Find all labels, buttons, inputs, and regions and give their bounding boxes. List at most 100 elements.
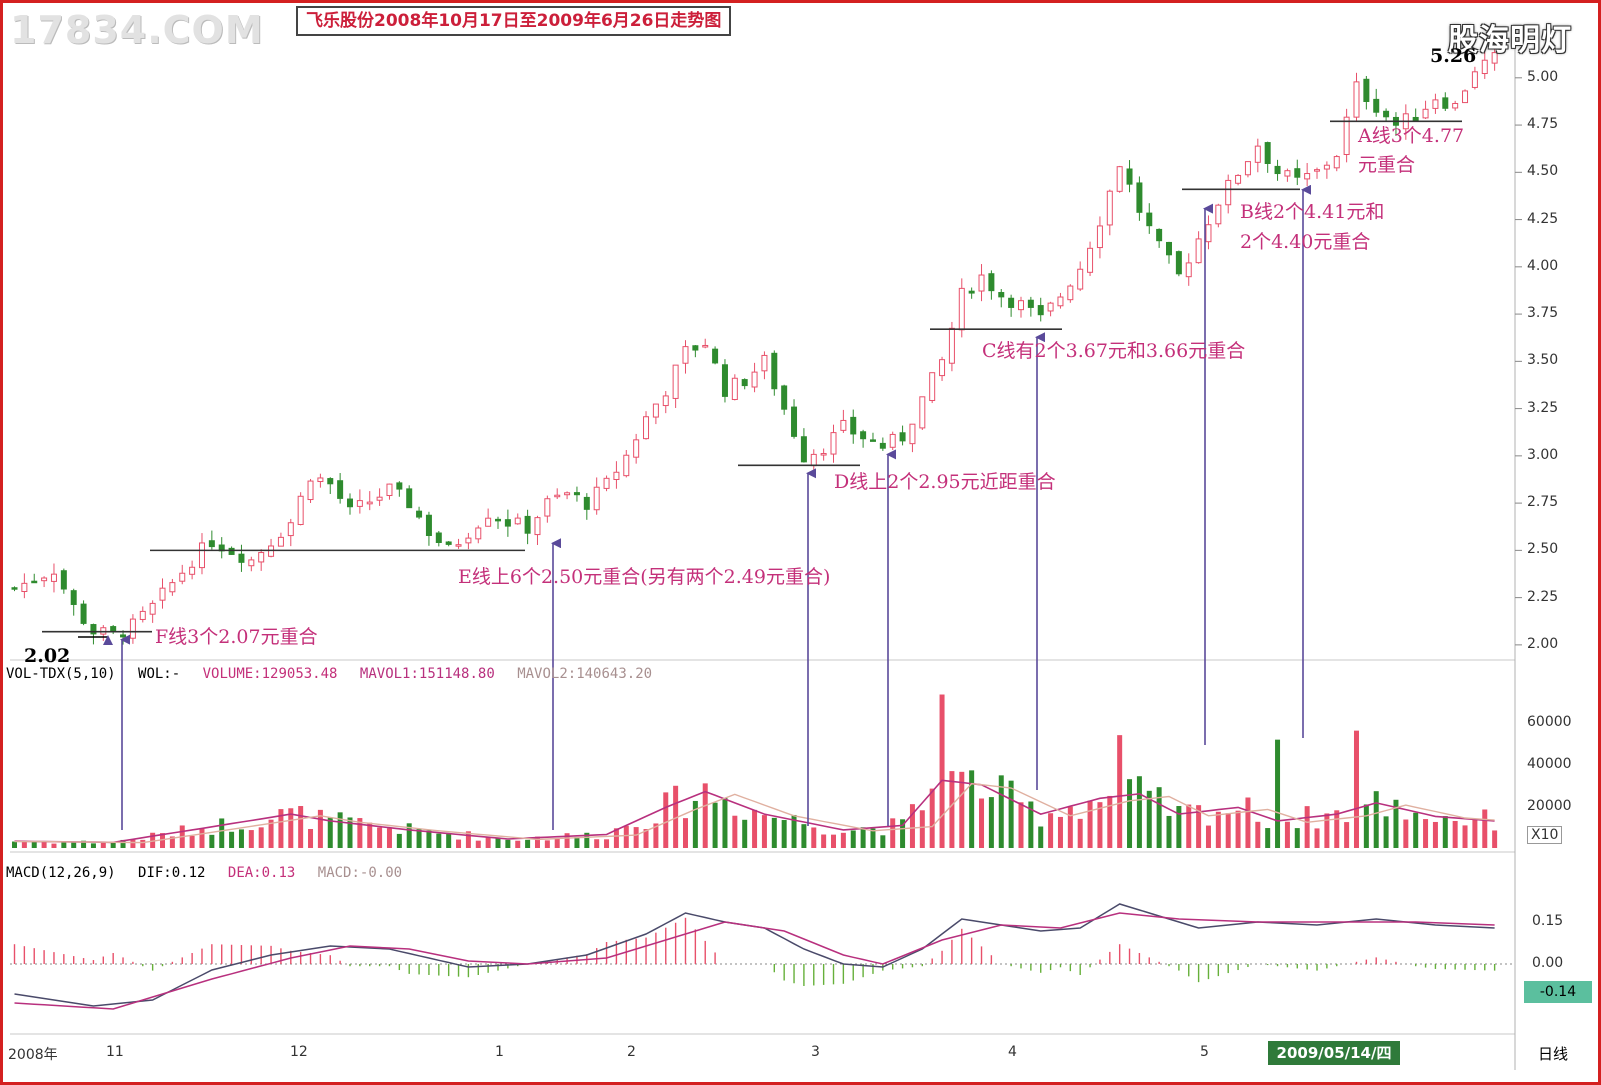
volume-bar	[150, 832, 156, 848]
candle-body	[1481, 59, 1488, 75]
candle-body	[238, 553, 245, 563]
volume-bar	[702, 783, 708, 848]
candle-body	[179, 572, 186, 582]
candle-body	[1235, 174, 1242, 184]
volume-bar	[633, 827, 639, 848]
candle-body	[396, 482, 403, 490]
volume-bar	[1472, 819, 1478, 848]
volume-bar	[1314, 828, 1320, 848]
candle-body	[564, 492, 571, 496]
candle-body	[346, 498, 353, 508]
volume-bar	[456, 839, 462, 848]
volume-bar	[406, 823, 412, 848]
candle-body	[702, 344, 709, 348]
volume-bar	[1363, 804, 1369, 848]
volume-bar	[900, 819, 906, 848]
candle-body	[60, 570, 67, 590]
candle-body	[1008, 297, 1015, 308]
volume-bar	[258, 827, 264, 848]
macd-dea-line	[14, 912, 1495, 1010]
candle-body	[169, 582, 176, 593]
volume-bar	[1304, 806, 1310, 848]
candle-body	[31, 580, 38, 584]
mavol2-line	[14, 782, 1495, 844]
volume-bar	[130, 839, 136, 848]
low-price-label: 2.02	[24, 645, 71, 667]
candle-body	[1017, 300, 1024, 311]
volume-bar	[742, 819, 748, 848]
macd-value: MACD:-0.00	[317, 865, 403, 881]
volume-bar	[1038, 826, 1044, 848]
volume-bar	[238, 829, 244, 848]
annotation-line-c: C线有2个3.67元和3.66元重合	[982, 340, 1246, 362]
price-tick-label: 3.25	[1527, 399, 1559, 416]
candle-body	[208, 540, 215, 548]
candle-body	[406, 488, 413, 509]
price-tick-label: 4.50	[1527, 163, 1559, 180]
volume-bar	[505, 839, 511, 848]
candle-body	[731, 377, 738, 401]
candle-body	[771, 352, 778, 390]
candle-body	[800, 436, 807, 463]
annotation-line-d: D线上2个2.95元近距重合	[834, 471, 1056, 493]
volume-bar	[653, 823, 659, 848]
price-tick-label: 2.50	[1527, 541, 1559, 558]
volume-bar	[140, 839, 146, 848]
candle-body	[1264, 142, 1271, 164]
volume-bar	[1235, 810, 1241, 848]
candle-body	[534, 517, 541, 536]
candle-body	[544, 498, 551, 517]
volume-bar	[189, 835, 195, 848]
volume-bar	[831, 834, 837, 848]
volume-bar	[31, 841, 37, 848]
candle-body	[1047, 302, 1054, 312]
volume-bar	[692, 800, 698, 848]
candle-body	[514, 517, 521, 525]
volume-bar	[1492, 830, 1498, 848]
volume-bar	[386, 828, 392, 848]
candle-body	[425, 514, 432, 537]
candle-body	[50, 573, 57, 582]
candle-body	[840, 419, 847, 431]
candle-body	[297, 495, 304, 526]
annotation-line-a-2: 元重合	[1358, 154, 1416, 176]
candle-body	[791, 406, 798, 437]
candle-body	[633, 439, 640, 458]
volume-bar	[1048, 813, 1054, 848]
candle-body	[1373, 98, 1380, 113]
selected-date[interactable]: 2009/05/14/四	[1268, 1041, 1400, 1065]
macd-dif-line	[14, 903, 1495, 1007]
candle-body	[159, 587, 166, 601]
candle-body	[248, 559, 255, 567]
volume-bar	[919, 810, 925, 848]
price-tick-label: 3.75	[1527, 305, 1559, 322]
volume-bar	[485, 836, 491, 848]
volume-tick-40000: 40000	[1527, 756, 1572, 772]
volume-indicator-row: VOL-TDX(5,10) WOL:- VOLUME:129053.48 MAV…	[6, 666, 666, 682]
volume-bar	[229, 831, 235, 848]
volume-bar	[1265, 828, 1271, 848]
volume-bar	[752, 809, 758, 848]
candle-body	[287, 522, 294, 537]
price-tick-label: 2.75	[1527, 494, 1559, 511]
volume-bar	[1482, 809, 1488, 848]
candle-body	[1146, 212, 1153, 227]
price-tick-label: 4.25	[1527, 210, 1559, 227]
volume-bar	[160, 833, 166, 848]
price-tick-label: 2.25	[1527, 588, 1559, 605]
candle-body	[879, 442, 886, 449]
macd-indicator-name: MACD(12,26,9)	[6, 865, 116, 881]
candle-body	[504, 519, 511, 527]
volume-bar	[969, 770, 975, 848]
volume-bar	[791, 814, 797, 848]
period-label[interactable]: 日线	[1538, 1045, 1569, 1063]
candle-body	[1116, 166, 1123, 192]
candle-body	[603, 477, 610, 489]
candle-body	[1462, 90, 1469, 104]
candle-body	[1087, 247, 1094, 273]
volume-bar	[1225, 813, 1231, 848]
volume-tick-60000: 60000	[1527, 714, 1572, 730]
volume-tick-20000: 20000	[1527, 798, 1572, 814]
candle-body	[1175, 251, 1182, 275]
annotation-line-f: F线3个2.07元重合	[155, 626, 318, 648]
